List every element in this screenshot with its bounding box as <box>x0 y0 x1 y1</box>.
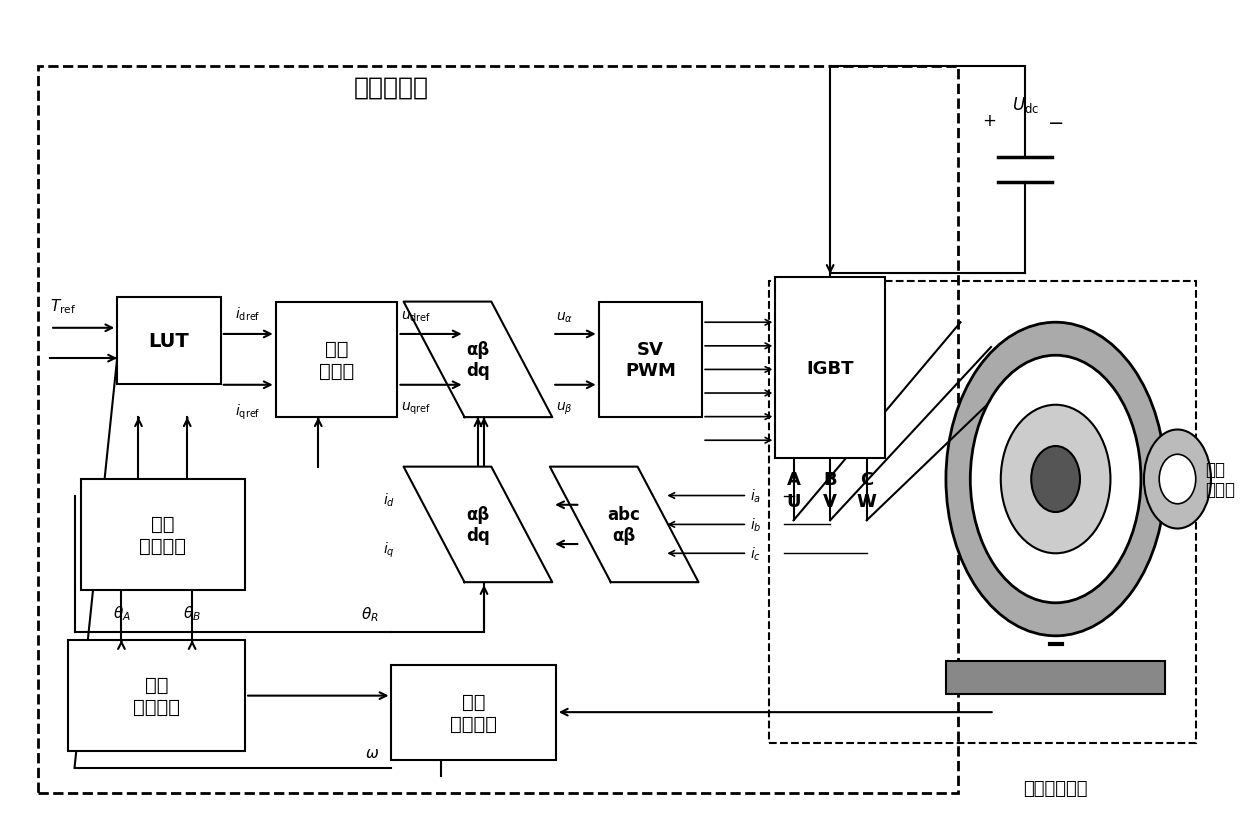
FancyBboxPatch shape <box>81 480 246 590</box>
Text: 旋变
解码电路: 旋变 解码电路 <box>450 692 497 733</box>
Text: 电流
控制器: 电流 控制器 <box>319 339 355 380</box>
FancyBboxPatch shape <box>117 298 221 385</box>
Polygon shape <box>403 302 552 418</box>
FancyBboxPatch shape <box>68 640 246 752</box>
Ellipse shape <box>1001 405 1111 553</box>
Text: 永磁同步电机: 永磁同步电机 <box>1023 780 1087 797</box>
Text: abc
αβ: abc αβ <box>608 505 641 544</box>
Text: $\omega$: $\omega$ <box>365 744 379 760</box>
Text: SV
PWM: SV PWM <box>625 341 676 380</box>
Polygon shape <box>403 467 552 582</box>
Text: $T_{\mathrm{ref}}$: $T_{\mathrm{ref}}$ <box>50 298 77 316</box>
Text: V: V <box>823 493 837 511</box>
Text: C: C <box>861 471 873 489</box>
Text: $i_{\mathrm{dref}}$: $i_{\mathrm{dref}}$ <box>236 305 260 323</box>
Text: $u_{\beta}$: $u_{\beta}$ <box>556 400 573 417</box>
Text: αβ
dq: αβ dq <box>466 505 490 544</box>
Ellipse shape <box>1159 455 1195 504</box>
Text: 电机控制器: 电机控制器 <box>353 76 429 100</box>
FancyBboxPatch shape <box>946 661 1166 694</box>
Text: $U_{\mathrm{dc}}$: $U_{\mathrm{dc}}$ <box>1012 94 1039 114</box>
Text: IGBT: IGBT <box>806 359 854 377</box>
Text: A: A <box>786 471 801 489</box>
Text: $\theta_B$: $\theta_B$ <box>184 603 201 622</box>
Text: $\theta_A$: $\theta_A$ <box>113 603 130 622</box>
Ellipse shape <box>1032 447 1080 513</box>
Polygon shape <box>549 467 698 582</box>
Text: 相序
检测模块: 相序 检测模块 <box>133 676 180 716</box>
Ellipse shape <box>1145 430 1211 529</box>
FancyBboxPatch shape <box>392 665 556 760</box>
Text: αβ
dq: αβ dq <box>466 341 490 380</box>
Text: $u_{\alpha}$: $u_{\alpha}$ <box>556 310 573 325</box>
Text: $i_{\mathrm{qref}}$: $i_{\mathrm{qref}}$ <box>236 402 260 421</box>
Text: $i_b$: $i_b$ <box>750 516 761 533</box>
Text: U: U <box>786 493 801 511</box>
Text: $-$: $-$ <box>1048 112 1064 131</box>
Text: 旋转
变压器: 旋转 变压器 <box>1205 460 1235 499</box>
Text: W: W <box>857 493 877 511</box>
Text: $i_a$: $i_a$ <box>750 487 761 504</box>
Text: $+$: $+$ <box>982 112 996 130</box>
Text: 高频
注入模块: 高频 注入模块 <box>139 514 186 556</box>
Ellipse shape <box>946 323 1166 636</box>
FancyBboxPatch shape <box>275 302 398 418</box>
Text: B: B <box>823 471 837 489</box>
Text: $i_q$: $i_q$ <box>383 541 396 560</box>
Text: $\theta_R$: $\theta_R$ <box>362 605 379 624</box>
FancyBboxPatch shape <box>599 302 702 418</box>
Text: $i_d$: $i_d$ <box>383 490 396 508</box>
Ellipse shape <box>970 356 1141 603</box>
Text: $i_c$: $i_c$ <box>750 545 761 562</box>
Text: $u_{\mathrm{dref}}$: $u_{\mathrm{dref}}$ <box>402 309 432 324</box>
FancyBboxPatch shape <box>775 278 885 459</box>
Text: $u_{\mathrm{qref}}$: $u_{\mathrm{qref}}$ <box>402 400 432 417</box>
Text: LUT: LUT <box>149 332 190 351</box>
